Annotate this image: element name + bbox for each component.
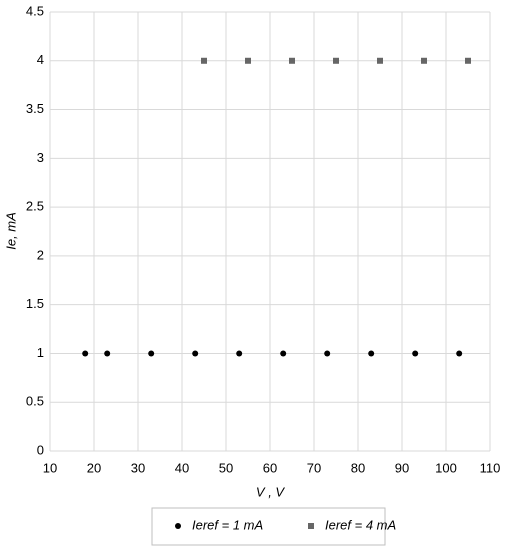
point [289, 57, 295, 64]
y-tick-label: 0.5 [26, 394, 44, 409]
x-tick-label: 50 [219, 460, 233, 475]
point [201, 57, 207, 64]
y-axis-label: Ie, mA [3, 212, 18, 250]
x-tick-label: 10 [43, 460, 57, 475]
point [236, 350, 243, 357]
point [368, 350, 375, 357]
legend-label: Ieref = 4 mA [325, 517, 396, 532]
legend-marker [175, 523, 181, 529]
y-tick-label: 4.5 [26, 3, 44, 18]
x-tick-label: 90 [395, 460, 409, 475]
y-tick-label: 2.5 [26, 199, 44, 214]
point [456, 350, 463, 357]
point [377, 57, 383, 64]
point [245, 57, 251, 64]
y-tick-label: 2 [37, 247, 44, 262]
x-tick-label: 60 [263, 460, 277, 475]
legend-marker [308, 523, 314, 529]
x-tick-label: 110 [480, 460, 501, 475]
y-tick-label: 1.5 [26, 296, 44, 311]
x-axis-label: V , V [256, 484, 286, 499]
y-tick-label: 0 [37, 442, 44, 457]
x-tick-label: 40 [175, 460, 189, 475]
point [421, 57, 427, 64]
point [82, 350, 89, 357]
point [412, 350, 419, 357]
point [333, 57, 339, 64]
legend-label: Ieref = 1 mA [192, 517, 263, 532]
y-tick-label: 4 [37, 52, 44, 67]
x-tick-label: 80 [351, 460, 365, 475]
x-tick-label: 100 [435, 460, 457, 475]
y-tick-label: 3.5 [26, 101, 44, 116]
point [148, 350, 155, 357]
point [465, 57, 471, 64]
x-tick-label: 20 [87, 460, 101, 475]
point [280, 350, 287, 357]
y-tick-label: 1 [37, 345, 44, 360]
point [104, 350, 111, 357]
y-tick-label: 3 [37, 150, 44, 165]
point [192, 350, 199, 357]
x-tick-label: 30 [131, 460, 145, 475]
point [324, 350, 331, 357]
legend-box [151, 507, 386, 546]
x-tick-label: 70 [307, 460, 321, 475]
